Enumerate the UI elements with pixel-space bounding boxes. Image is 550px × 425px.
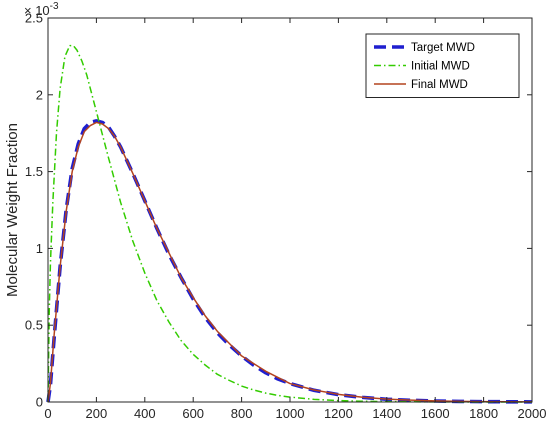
x-tick-label: 2000	[518, 406, 547, 421]
x-tick-label: 1200	[324, 406, 353, 421]
y-tick-label: 1.5	[25, 164, 43, 179]
y-axis-exponent-power: -3	[50, 1, 59, 12]
legend-label: Final MWD	[411, 79, 468, 91]
x-axis: 0 200 400 600 800 1000 1200 1400 1600 1800 2000	[44, 18, 546, 421]
y-axis-label: Molecular Weight Fraction	[4, 123, 21, 297]
x-tick-label: 1400	[372, 406, 401, 421]
x-tick-label: 1600	[421, 406, 450, 421]
y-axis-exponent: × 10-3	[24, 1, 59, 18]
y-tick-label: 0.5	[25, 318, 43, 333]
x-tick-label: 0	[44, 406, 51, 421]
y-tick-label: 0	[36, 395, 43, 410]
x-tick-label: 200	[86, 406, 108, 421]
series-line-final-mwd	[47, 121, 533, 403]
legend: Target MWD Initial MWD Final MWD	[365, 33, 520, 98]
y-axis-exponent-base: × 10	[24, 3, 50, 18]
x-tick-label: 400	[134, 406, 156, 421]
x-tick-label: 800	[231, 406, 253, 421]
series-line-initial-mwd	[47, 44, 533, 403]
legend-label: Initial MWD	[411, 61, 470, 73]
series-layer	[46, 44, 533, 404]
y-axis: 0 0.5 1 1.5 2 2.5	[25, 11, 532, 410]
legend-label: Target MWD	[411, 42, 475, 54]
y-tick-label: 1	[36, 241, 43, 256]
x-tick-label: 1800	[469, 406, 498, 421]
x-tick-label: 600	[182, 406, 204, 421]
x-tick-label: 1000	[276, 406, 305, 421]
y-tick-label: 2.5	[25, 11, 43, 26]
y-tick-label: 2	[36, 87, 43, 102]
